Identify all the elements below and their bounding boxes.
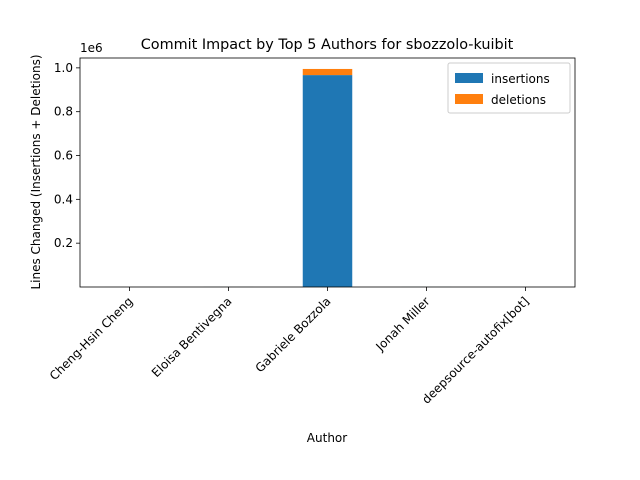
y-tick-label: 0.6 <box>54 149 73 163</box>
chart-title: Commit Impact by Top 5 Authors for sbozz… <box>141 37 514 53</box>
bar-insertions <box>302 75 353 287</box>
y-tick-label: 0.8 <box>54 105 73 119</box>
legend-swatch-deletions <box>455 94 483 104</box>
y-tick-label: 0.4 <box>54 192 73 206</box>
legend-swatch-insertions <box>455 73 483 83</box>
legend-label-insertions: insertions <box>491 72 550 86</box>
bar-deletions <box>302 68 353 76</box>
legend: insertions deletions <box>447 62 571 114</box>
y-offset-label: 1e6 <box>80 41 103 55</box>
axes-frame <box>79 57 576 288</box>
y-tick-label: 0.2 <box>54 236 73 250</box>
y-tick-label: 1.0 <box>54 61 73 75</box>
y-axis-label: Lines Changed (Insertions + Deletions) <box>29 54 43 289</box>
legend-label-deletions: deletions <box>491 93 546 107</box>
x-axis-label: Author <box>307 431 347 445</box>
